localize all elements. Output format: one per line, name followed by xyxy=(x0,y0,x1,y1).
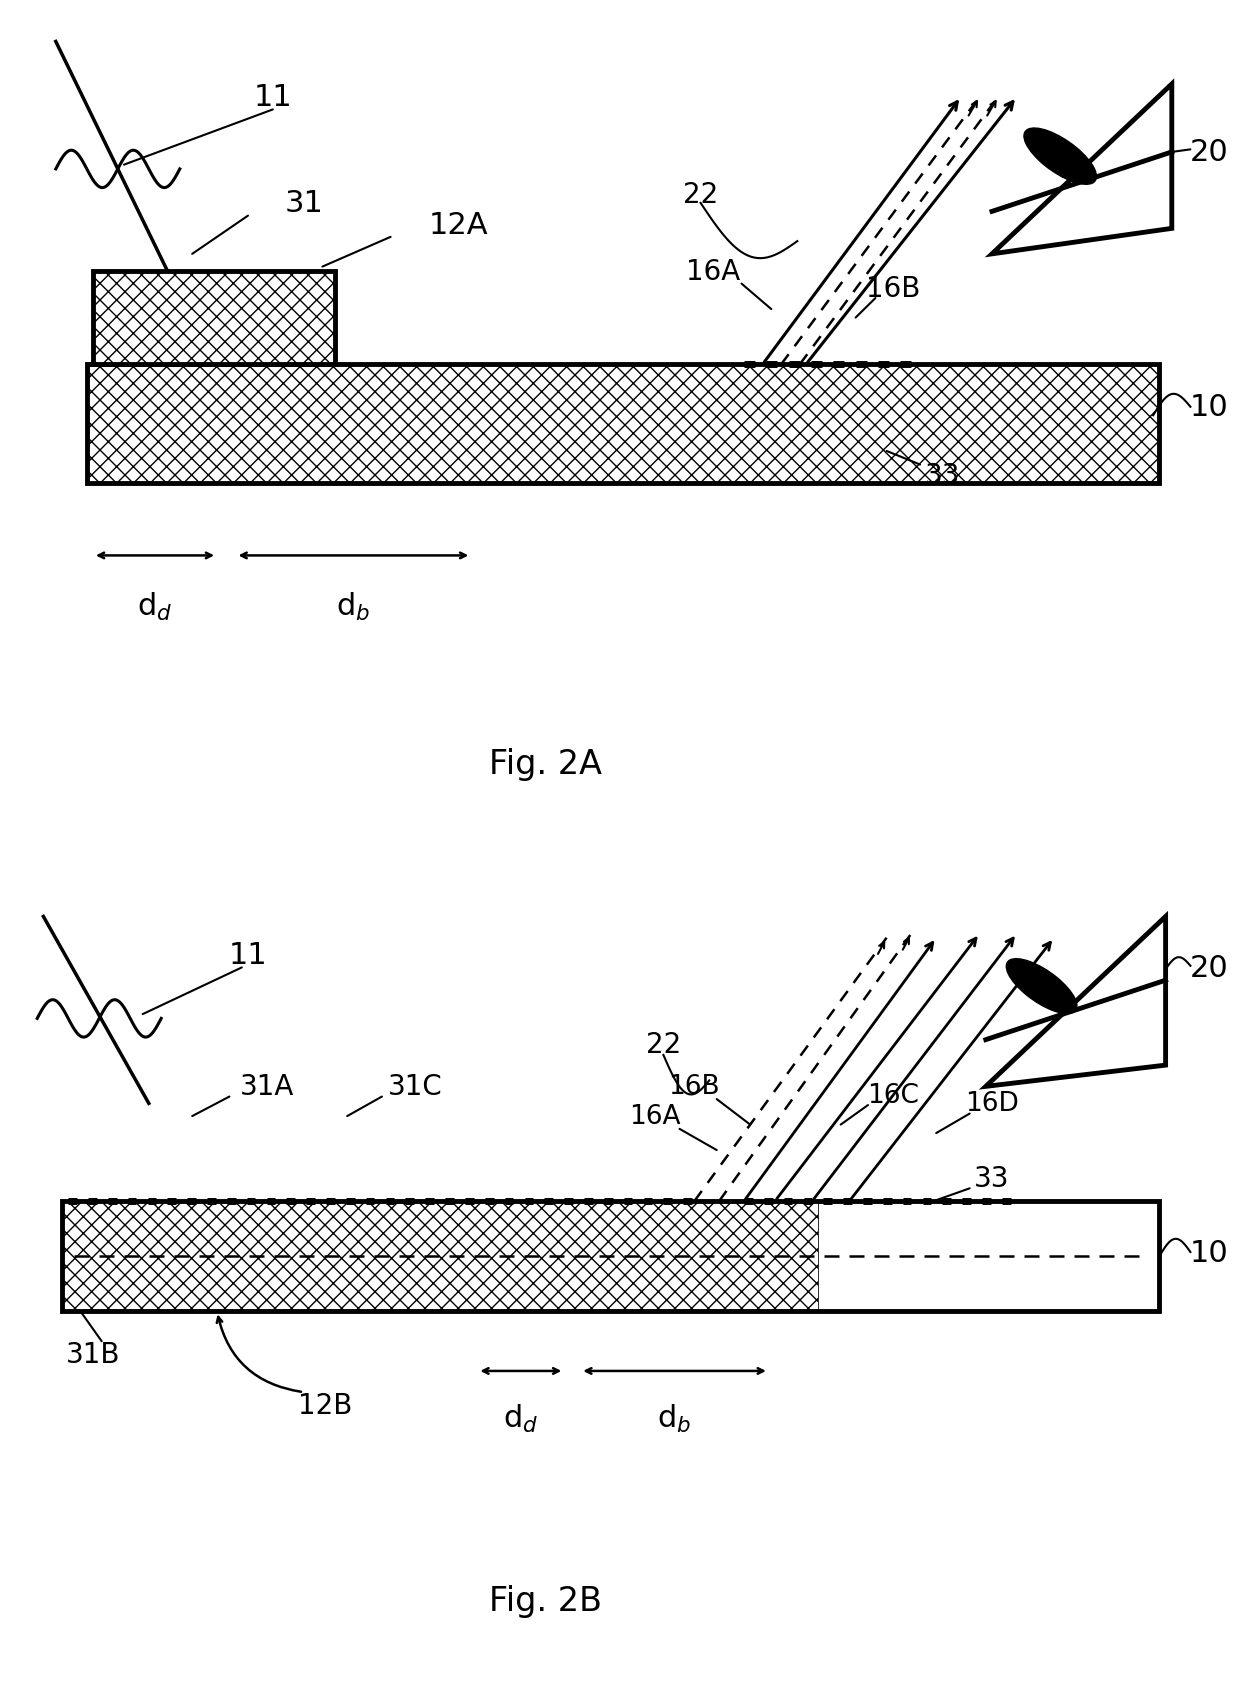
Text: 16C: 16C xyxy=(867,1082,919,1109)
Text: 22: 22 xyxy=(646,1031,681,1058)
Text: 31B: 31B xyxy=(66,1340,120,1369)
Text: 16B: 16B xyxy=(668,1073,720,1100)
Bar xyxy=(62,1202,818,1311)
Polygon shape xyxy=(992,85,1172,255)
Text: 20: 20 xyxy=(1189,138,1229,168)
Text: 20: 20 xyxy=(1189,953,1229,983)
Text: 33: 33 xyxy=(975,1165,1009,1192)
Text: d$_d$: d$_d$ xyxy=(503,1403,538,1433)
Text: 16A: 16A xyxy=(629,1104,681,1129)
Text: 16A: 16A xyxy=(686,258,740,285)
Text: 10: 10 xyxy=(1189,1238,1229,1267)
Text: 31A: 31A xyxy=(239,1073,294,1100)
Polygon shape xyxy=(986,917,1166,1087)
Text: d$_b$: d$_b$ xyxy=(657,1403,692,1433)
Bar xyxy=(87,365,1159,484)
Bar xyxy=(93,272,335,365)
Text: 12B: 12B xyxy=(298,1391,352,1420)
Text: 31: 31 xyxy=(284,188,324,219)
Text: Fig. 2A: Fig. 2A xyxy=(489,747,603,781)
Text: 22: 22 xyxy=(683,182,718,209)
Text: 11: 11 xyxy=(253,83,293,112)
Text: Fig. 2B: Fig. 2B xyxy=(489,1584,603,1616)
Text: 31C: 31C xyxy=(388,1073,443,1100)
Text: 33: 33 xyxy=(925,462,960,489)
Text: 10: 10 xyxy=(1189,392,1229,423)
Ellipse shape xyxy=(1024,129,1096,185)
Text: 16B: 16B xyxy=(866,275,920,302)
Bar xyxy=(818,1202,1159,1311)
Bar xyxy=(62,1202,1159,1311)
Ellipse shape xyxy=(1007,959,1076,1014)
Text: 11: 11 xyxy=(228,941,268,970)
Text: 12A: 12A xyxy=(429,211,489,239)
Text: d$_b$: d$_b$ xyxy=(336,591,371,623)
Text: d$_d$: d$_d$ xyxy=(138,591,172,623)
Text: 16D: 16D xyxy=(965,1090,1019,1117)
